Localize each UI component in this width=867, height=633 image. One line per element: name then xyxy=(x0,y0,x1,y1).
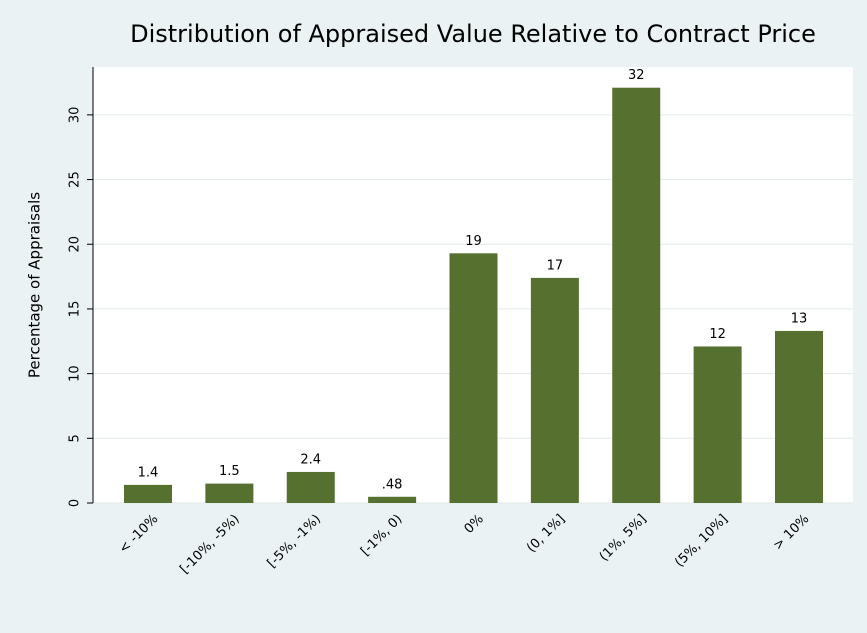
bar xyxy=(612,87,661,504)
value-label: 32 xyxy=(628,68,645,83)
y-tick-label: 0 xyxy=(68,499,83,507)
bar xyxy=(775,330,823,503)
bar xyxy=(124,484,172,503)
y-tick-label: 30 xyxy=(68,107,83,124)
y-tick-label: 15 xyxy=(68,301,83,318)
y-axis-label: Percentage of Appraisals xyxy=(26,192,44,378)
bar xyxy=(530,277,579,503)
value-label: 12 xyxy=(709,327,726,342)
bar xyxy=(368,496,417,503)
value-label: 2.4 xyxy=(300,452,321,467)
chart-title: Distribution of Appraised Value Relative… xyxy=(130,20,816,48)
y-tick-label: 10 xyxy=(68,365,83,382)
value-label: 1.4 xyxy=(138,465,159,480)
y-tick-label: 25 xyxy=(68,171,83,188)
y-tick-label: 20 xyxy=(68,236,83,253)
value-label: 19 xyxy=(465,234,482,249)
value-label: 17 xyxy=(547,258,564,273)
value-label: .48 xyxy=(382,477,403,492)
bar xyxy=(693,346,742,503)
value-label: 13 xyxy=(791,311,808,326)
y-tick-label: 5 xyxy=(68,434,83,442)
bar xyxy=(205,483,254,503)
bar xyxy=(286,471,335,503)
bar xyxy=(449,253,498,503)
value-label: 1.5 xyxy=(219,464,240,479)
